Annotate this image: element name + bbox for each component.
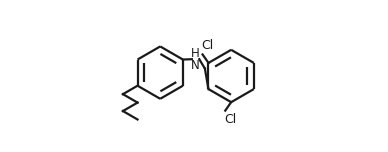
- Text: H
N: H N: [191, 47, 200, 72]
- Text: Cl: Cl: [202, 39, 214, 52]
- Text: Cl: Cl: [224, 113, 237, 126]
